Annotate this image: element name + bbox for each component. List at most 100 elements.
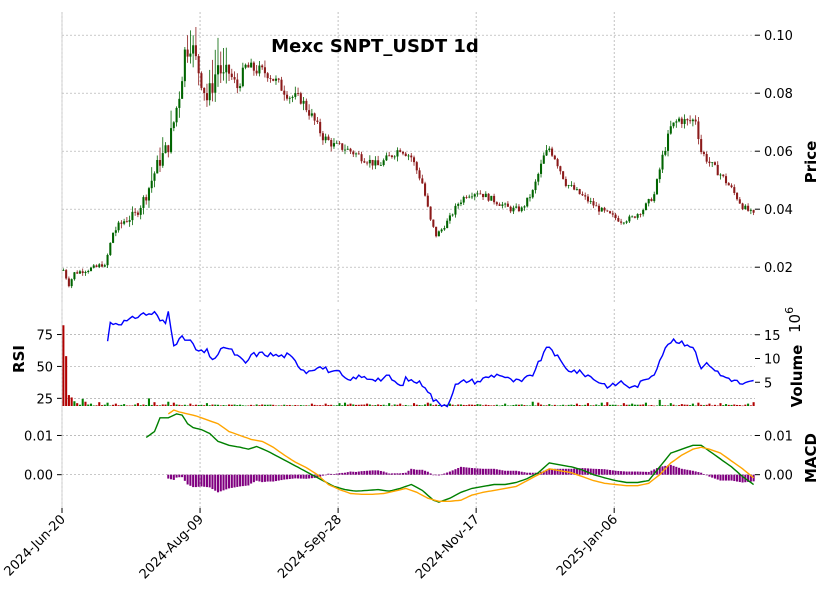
volume-bar xyxy=(214,404,217,406)
volume-bar xyxy=(156,405,159,406)
volume-bar xyxy=(401,405,405,406)
macd-histogram-bar xyxy=(570,468,573,475)
candle-body xyxy=(611,213,614,215)
volume-bar xyxy=(592,405,595,406)
candle-body xyxy=(178,98,181,108)
candle-body xyxy=(573,185,576,190)
macd-histogram-bar xyxy=(581,468,584,475)
macd-histogram-bar xyxy=(606,469,609,475)
macd-histogram-bar xyxy=(727,474,730,481)
macd-histogram-bar xyxy=(733,474,736,482)
volume-bar xyxy=(573,405,576,406)
macd-histogram-bar xyxy=(269,474,272,482)
price-tick-label: 0.08 xyxy=(764,87,793,102)
candle-body xyxy=(556,159,559,167)
candle-body xyxy=(736,192,739,200)
volume-bar xyxy=(595,404,598,406)
volume-bar xyxy=(192,405,195,406)
candle-body xyxy=(131,211,134,221)
volume-bar xyxy=(78,404,81,406)
macd-histogram-bar xyxy=(382,471,385,475)
volume-bar xyxy=(523,405,526,406)
candle-body xyxy=(697,121,700,140)
candle-body xyxy=(280,79,283,91)
volume-bar xyxy=(360,404,363,406)
macd-histogram-bar xyxy=(355,471,358,475)
macd-histogram-bar xyxy=(437,474,440,476)
volume-bar xyxy=(363,404,366,406)
candle-body xyxy=(316,120,319,122)
candle-body xyxy=(432,219,435,227)
volume-bar xyxy=(112,404,115,406)
volume-bar xyxy=(255,404,258,406)
candle-body xyxy=(164,145,167,154)
volume-bar xyxy=(332,405,335,406)
macd-histogram-bar xyxy=(255,474,258,481)
volume-bar xyxy=(711,405,714,407)
volume-bar xyxy=(128,405,131,407)
candle-body xyxy=(266,73,269,79)
volume-bar xyxy=(167,401,170,406)
candle-body xyxy=(716,164,719,176)
volume-bar xyxy=(702,405,705,406)
candle-body xyxy=(694,119,697,122)
candle-body xyxy=(366,162,369,164)
macd-histogram-bar xyxy=(517,471,520,475)
volume-bar xyxy=(465,405,468,406)
candle-body xyxy=(252,62,255,71)
candle-body xyxy=(625,221,628,223)
macd-histogram-bar xyxy=(418,469,421,475)
macd-histogram-bar xyxy=(368,470,371,475)
volume-bar xyxy=(666,405,670,406)
macd-histogram-bar xyxy=(493,468,496,475)
macd-histogram-bar xyxy=(747,474,750,482)
candle-body xyxy=(291,96,294,98)
candle-body xyxy=(216,65,220,75)
candle-body xyxy=(310,113,313,116)
candle-body xyxy=(509,206,512,212)
volume-bar xyxy=(81,398,84,406)
macd-histogram-bar xyxy=(360,471,363,475)
macd-histogram-bar xyxy=(597,468,601,475)
volume-bar xyxy=(553,404,556,406)
macd-histogram-bar xyxy=(504,470,507,475)
candle-body xyxy=(620,221,623,223)
macd-histogram-bar xyxy=(194,474,197,488)
macd-histogram-bar xyxy=(451,470,454,475)
candle-body xyxy=(708,161,711,164)
volume-bar xyxy=(526,405,529,406)
macd-histogram-bar xyxy=(272,474,275,482)
volume-bar xyxy=(277,405,280,406)
macd-axis-label: MACD xyxy=(802,433,820,483)
candle-body xyxy=(672,122,675,127)
macd-histogram-bar xyxy=(495,469,498,475)
macd-histogram-bar xyxy=(175,474,178,478)
candle-body xyxy=(454,205,457,215)
volume-bar xyxy=(200,404,203,406)
macd-histogram-bar xyxy=(666,465,670,475)
volume-bar xyxy=(125,405,128,407)
volume-bar xyxy=(100,405,104,406)
candle-body xyxy=(319,121,322,134)
volume-bar xyxy=(578,405,581,406)
volume-bar xyxy=(261,404,264,406)
volume-bar xyxy=(335,405,338,406)
candle-body xyxy=(103,265,106,267)
macd-histogram-bar xyxy=(172,474,175,480)
macd-histogram-bar xyxy=(559,468,562,475)
macd-histogram-bar xyxy=(277,474,280,481)
candle-body xyxy=(691,119,694,122)
candle-body xyxy=(727,183,730,186)
volume-bar xyxy=(603,405,606,406)
candle-body xyxy=(172,122,175,129)
volume-bar xyxy=(479,404,482,406)
candle-body xyxy=(261,65,264,68)
candle-body xyxy=(142,197,145,208)
candle-body xyxy=(332,143,335,147)
volume-bar xyxy=(528,405,532,406)
volume-bar xyxy=(346,404,349,406)
macd-histogram-bar xyxy=(711,474,714,478)
volume-bar xyxy=(633,404,636,406)
volume-bar xyxy=(379,404,382,406)
candle-body xyxy=(752,210,755,213)
